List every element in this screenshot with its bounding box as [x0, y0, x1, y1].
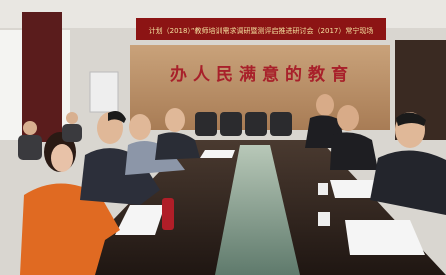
wall-slogan: 办人民满意的教育 [170, 64, 354, 85]
banner-text: 计划（2018）”教师培训需求调研暨测评启推进研讨会（2017）常宁现场 [149, 26, 374, 35]
page: 计划（2018）”教师培训需求调研暨测评启推进研讨会（2017）常宁现场 办人民… [0, 0, 446, 275]
cup [318, 212, 330, 226]
bottle [162, 198, 174, 230]
cup [318, 183, 328, 195]
meeting-photo: 计划（2018）”教师培训需求调研暨测评启推进研讨会（2017）常宁现场 办人民… [0, 0, 446, 275]
